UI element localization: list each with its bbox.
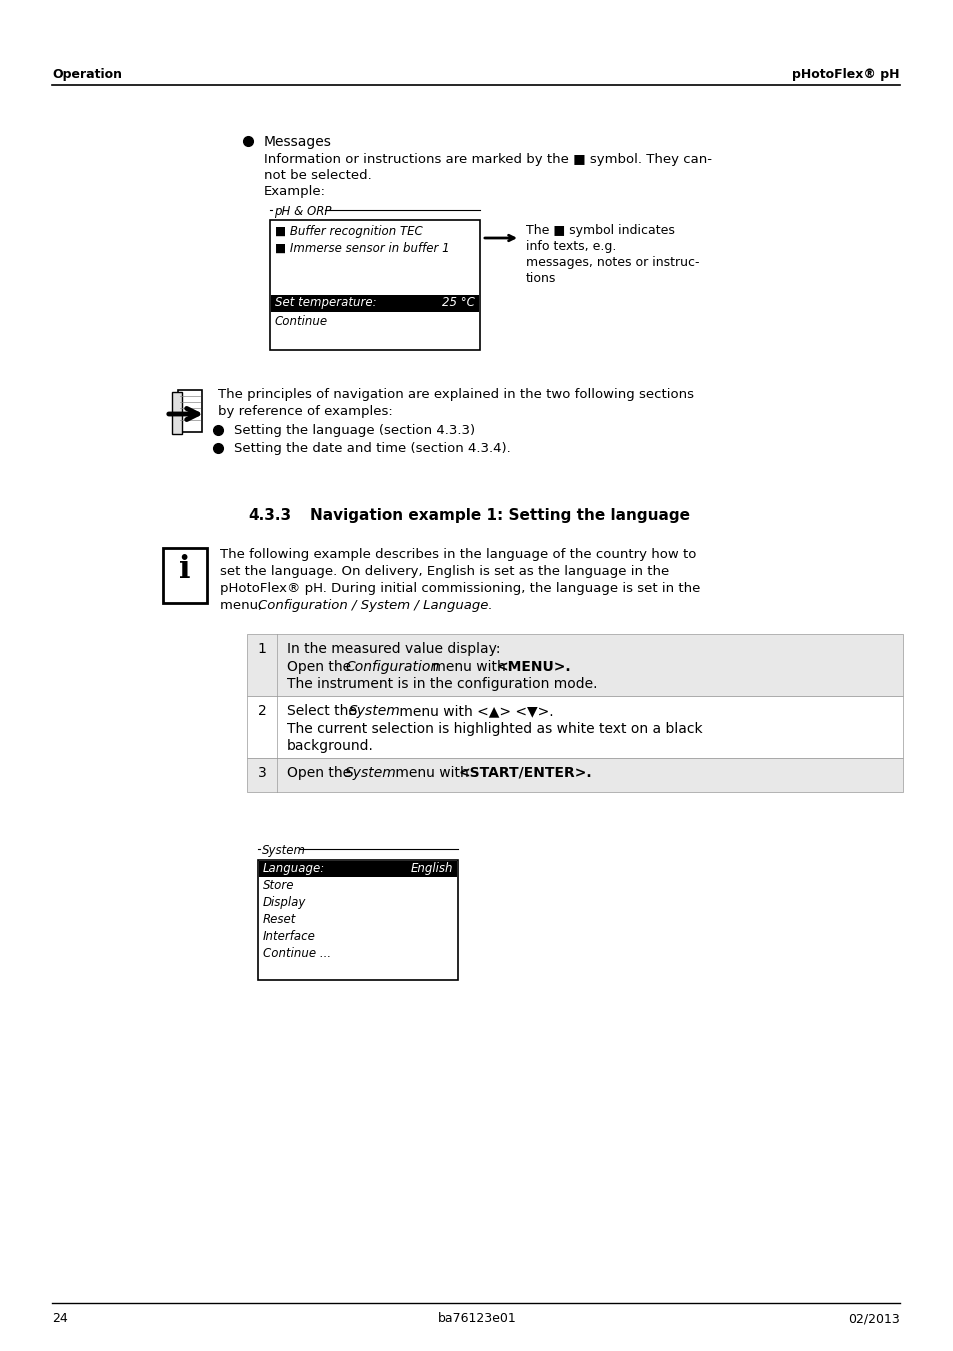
Bar <box>247 696 902 758</box>
Text: Display: Display <box>263 896 306 909</box>
Text: <START/ENTER>.: <START/ENTER>. <box>458 766 592 780</box>
Text: Setting the date and time (section 4.3.4).: Setting the date and time (section 4.3.4… <box>233 442 510 455</box>
Text: Messages: Messages <box>264 135 332 149</box>
Text: ■ Immerse sensor in buffer 1: ■ Immerse sensor in buffer 1 <box>274 242 449 255</box>
Text: i: i <box>179 554 191 585</box>
Bar <box>247 634 902 696</box>
Text: ■ Buffer recognition TEC: ■ Buffer recognition TEC <box>274 226 422 238</box>
Bar <box>271 295 478 312</box>
Text: by reference of examples:: by reference of examples: <box>218 405 393 417</box>
Text: Configuration / System / Language.: Configuration / System / Language. <box>257 598 492 612</box>
Text: 02/2013: 02/2013 <box>847 1312 899 1325</box>
Text: 25 °C: 25 °C <box>441 296 475 309</box>
Text: tions: tions <box>525 272 556 285</box>
Text: The ■ symbol indicates: The ■ symbol indicates <box>525 224 674 236</box>
Text: Select the: Select the <box>287 704 361 717</box>
Text: menu with <▲> <▼>.: menu with <▲> <▼>. <box>395 704 553 717</box>
Text: info texts, e.g.: info texts, e.g. <box>525 240 616 253</box>
Bar <box>163 549 207 603</box>
Text: Operation: Operation <box>52 68 122 81</box>
Text: The instrument is in the configuration mode.: The instrument is in the configuration m… <box>287 677 597 690</box>
Text: 4.3.3: 4.3.3 <box>248 508 291 523</box>
Text: Interface: Interface <box>263 929 315 943</box>
Text: Setting the language (section 4.3.3): Setting the language (section 4.3.3) <box>233 424 475 436</box>
Text: Set temperature:: Set temperature: <box>274 296 376 309</box>
Text: Continue: Continue <box>274 315 328 328</box>
Bar <box>247 758 902 792</box>
Text: Language:: Language: <box>263 862 325 875</box>
Text: System: System <box>349 704 400 717</box>
Text: Open the: Open the <box>287 766 355 780</box>
Text: 3: 3 <box>257 766 266 780</box>
Text: 1: 1 <box>257 642 266 657</box>
Text: set the language. On delivery, English is set as the language in the: set the language. On delivery, English i… <box>220 565 669 578</box>
Text: menu with: menu with <box>391 766 473 780</box>
Text: English: English <box>410 862 453 875</box>
Text: System: System <box>262 844 306 857</box>
Text: messages, notes or instruc-: messages, notes or instruc- <box>525 255 699 269</box>
Text: Open the: Open the <box>287 661 355 674</box>
Bar <box>178 390 202 432</box>
Text: The principles of navigation are explained in the two following sections: The principles of navigation are explain… <box>218 388 693 401</box>
Text: System: System <box>345 766 396 780</box>
Text: background.: background. <box>287 739 374 753</box>
Text: ba76123e01: ba76123e01 <box>437 1312 516 1325</box>
Text: menu with: menu with <box>428 661 510 674</box>
Text: pHotoFlex® pH. During initial commissioning, the language is set in the: pHotoFlex® pH. During initial commission… <box>220 582 700 594</box>
Text: Navigation example 1: Setting the language: Navigation example 1: Setting the langua… <box>310 508 689 523</box>
Text: The following example describes in the language of the country how to: The following example describes in the l… <box>220 549 696 561</box>
Text: pHotoFlex® pH: pHotoFlex® pH <box>792 68 899 81</box>
Text: Configuration: Configuration <box>345 661 438 674</box>
Text: Information or instructions are marked by the ■ symbol. They can-: Information or instructions are marked b… <box>264 153 711 166</box>
Text: pH & ORP: pH & ORP <box>274 205 331 218</box>
Bar <box>257 861 457 979</box>
Bar <box>258 861 456 877</box>
Text: The current selection is highlighted as white text on a black: The current selection is highlighted as … <box>287 721 702 736</box>
Text: In the measured value display:: In the measured value display: <box>287 642 500 657</box>
Bar <box>172 392 182 434</box>
Text: Store: Store <box>263 880 294 892</box>
Text: menu,: menu, <box>220 598 266 612</box>
Bar <box>270 220 479 350</box>
Text: 24: 24 <box>52 1312 68 1325</box>
Text: <MENU>.: <MENU>. <box>497 661 571 674</box>
Text: 2: 2 <box>257 704 266 717</box>
Text: not be selected.: not be selected. <box>264 169 372 182</box>
Text: Example:: Example: <box>264 185 326 199</box>
Text: Continue ...: Continue ... <box>263 947 331 961</box>
Text: Reset: Reset <box>263 913 296 925</box>
